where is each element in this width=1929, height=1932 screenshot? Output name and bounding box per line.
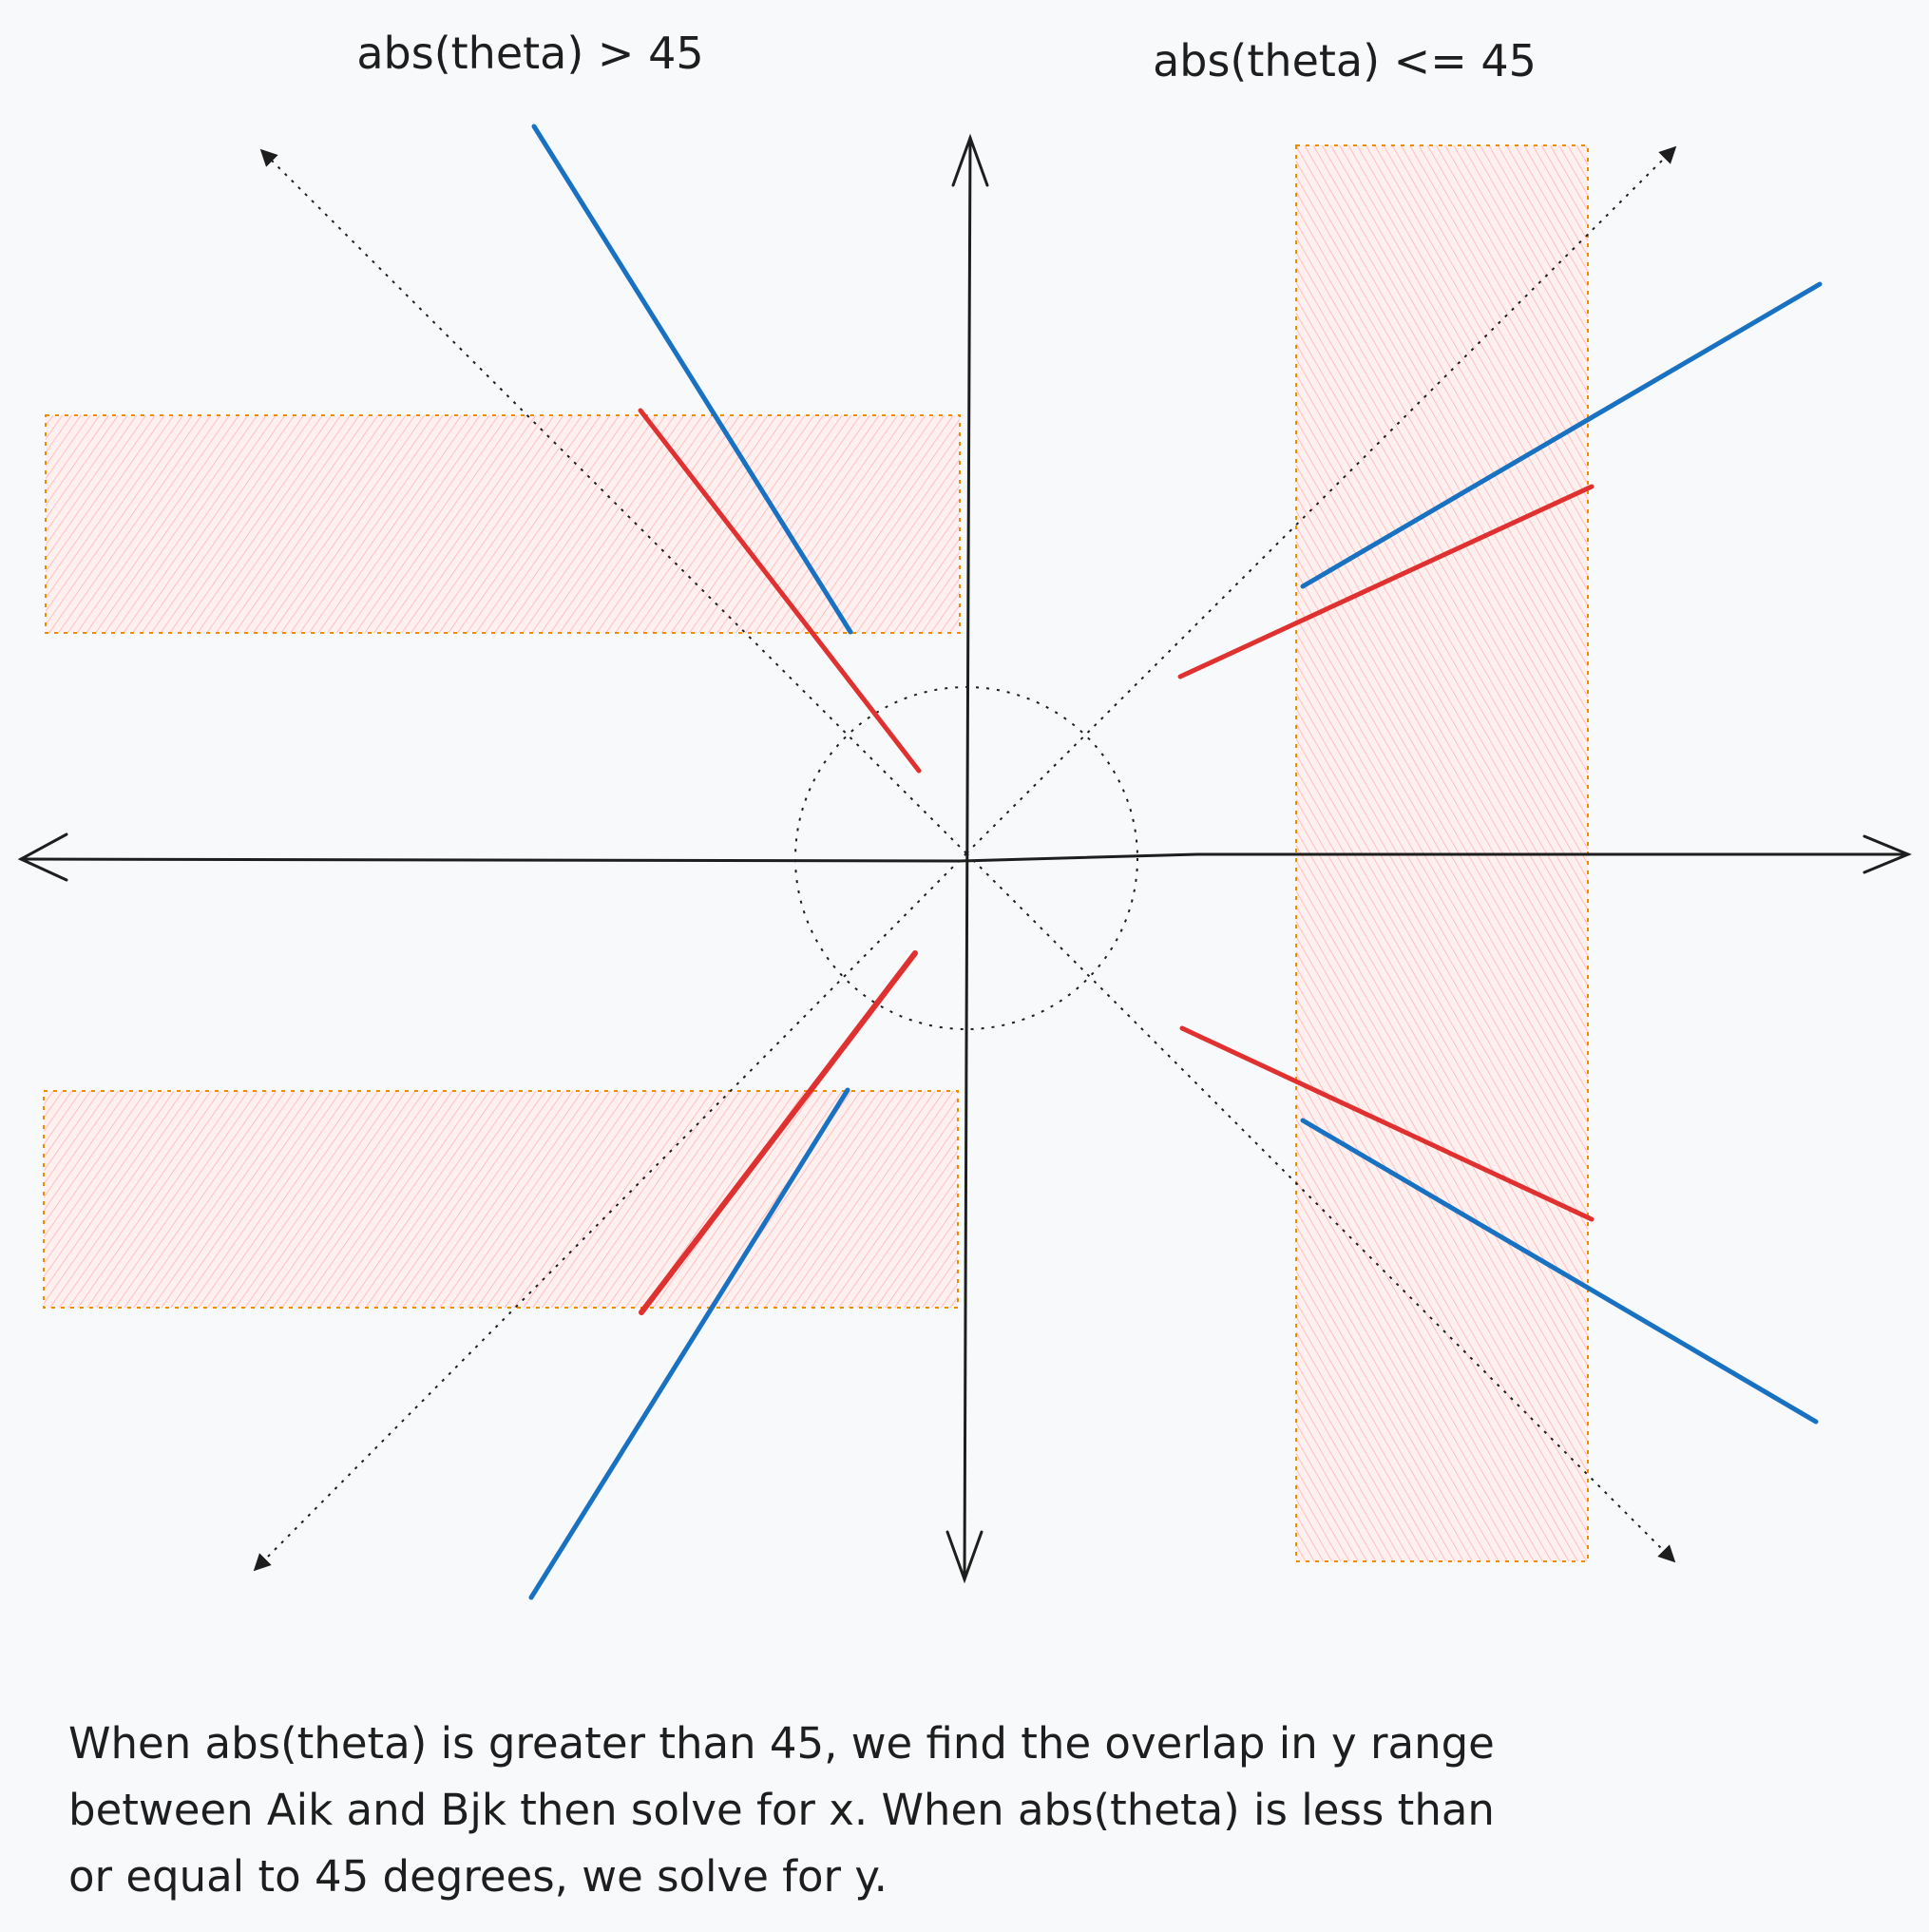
caption-line-2: between Aik and Bjk then solve for x. Wh… (68, 1785, 1495, 1835)
diagonal-arrow-lower-left (253, 852, 967, 1572)
region-lower-left (43, 1090, 959, 1309)
blue-line-upper-left (531, 124, 853, 635)
caption-line-3: or equal to 45 degrees, we solve for y. (68, 1851, 888, 1902)
origin-circle (794, 686, 1138, 1030)
red-line-lower-left (639, 950, 918, 1315)
caption-line-1: When abs(theta) is greater than 45, we f… (68, 1718, 1495, 1769)
blue-line-lower-left (528, 1087, 850, 1600)
region-upper-left (45, 414, 961, 634)
red-line-upper-right (1177, 484, 1595, 679)
y-axis (945, 133, 989, 1584)
heading-left: abs(theta) > 45 (356, 28, 703, 79)
red-line-lower-right (1179, 1025, 1595, 1222)
caption-text: When abs(theta) is greater than 45, we f… (68, 1711, 1874, 1910)
blue-line-lower-right (1300, 1118, 1819, 1425)
x-axis (17, 832, 1912, 882)
blue-line-upper-right (1300, 281, 1823, 589)
red-line-upper-left (638, 408, 922, 774)
heading-right: abs(theta) <= 45 (1153, 35, 1537, 86)
